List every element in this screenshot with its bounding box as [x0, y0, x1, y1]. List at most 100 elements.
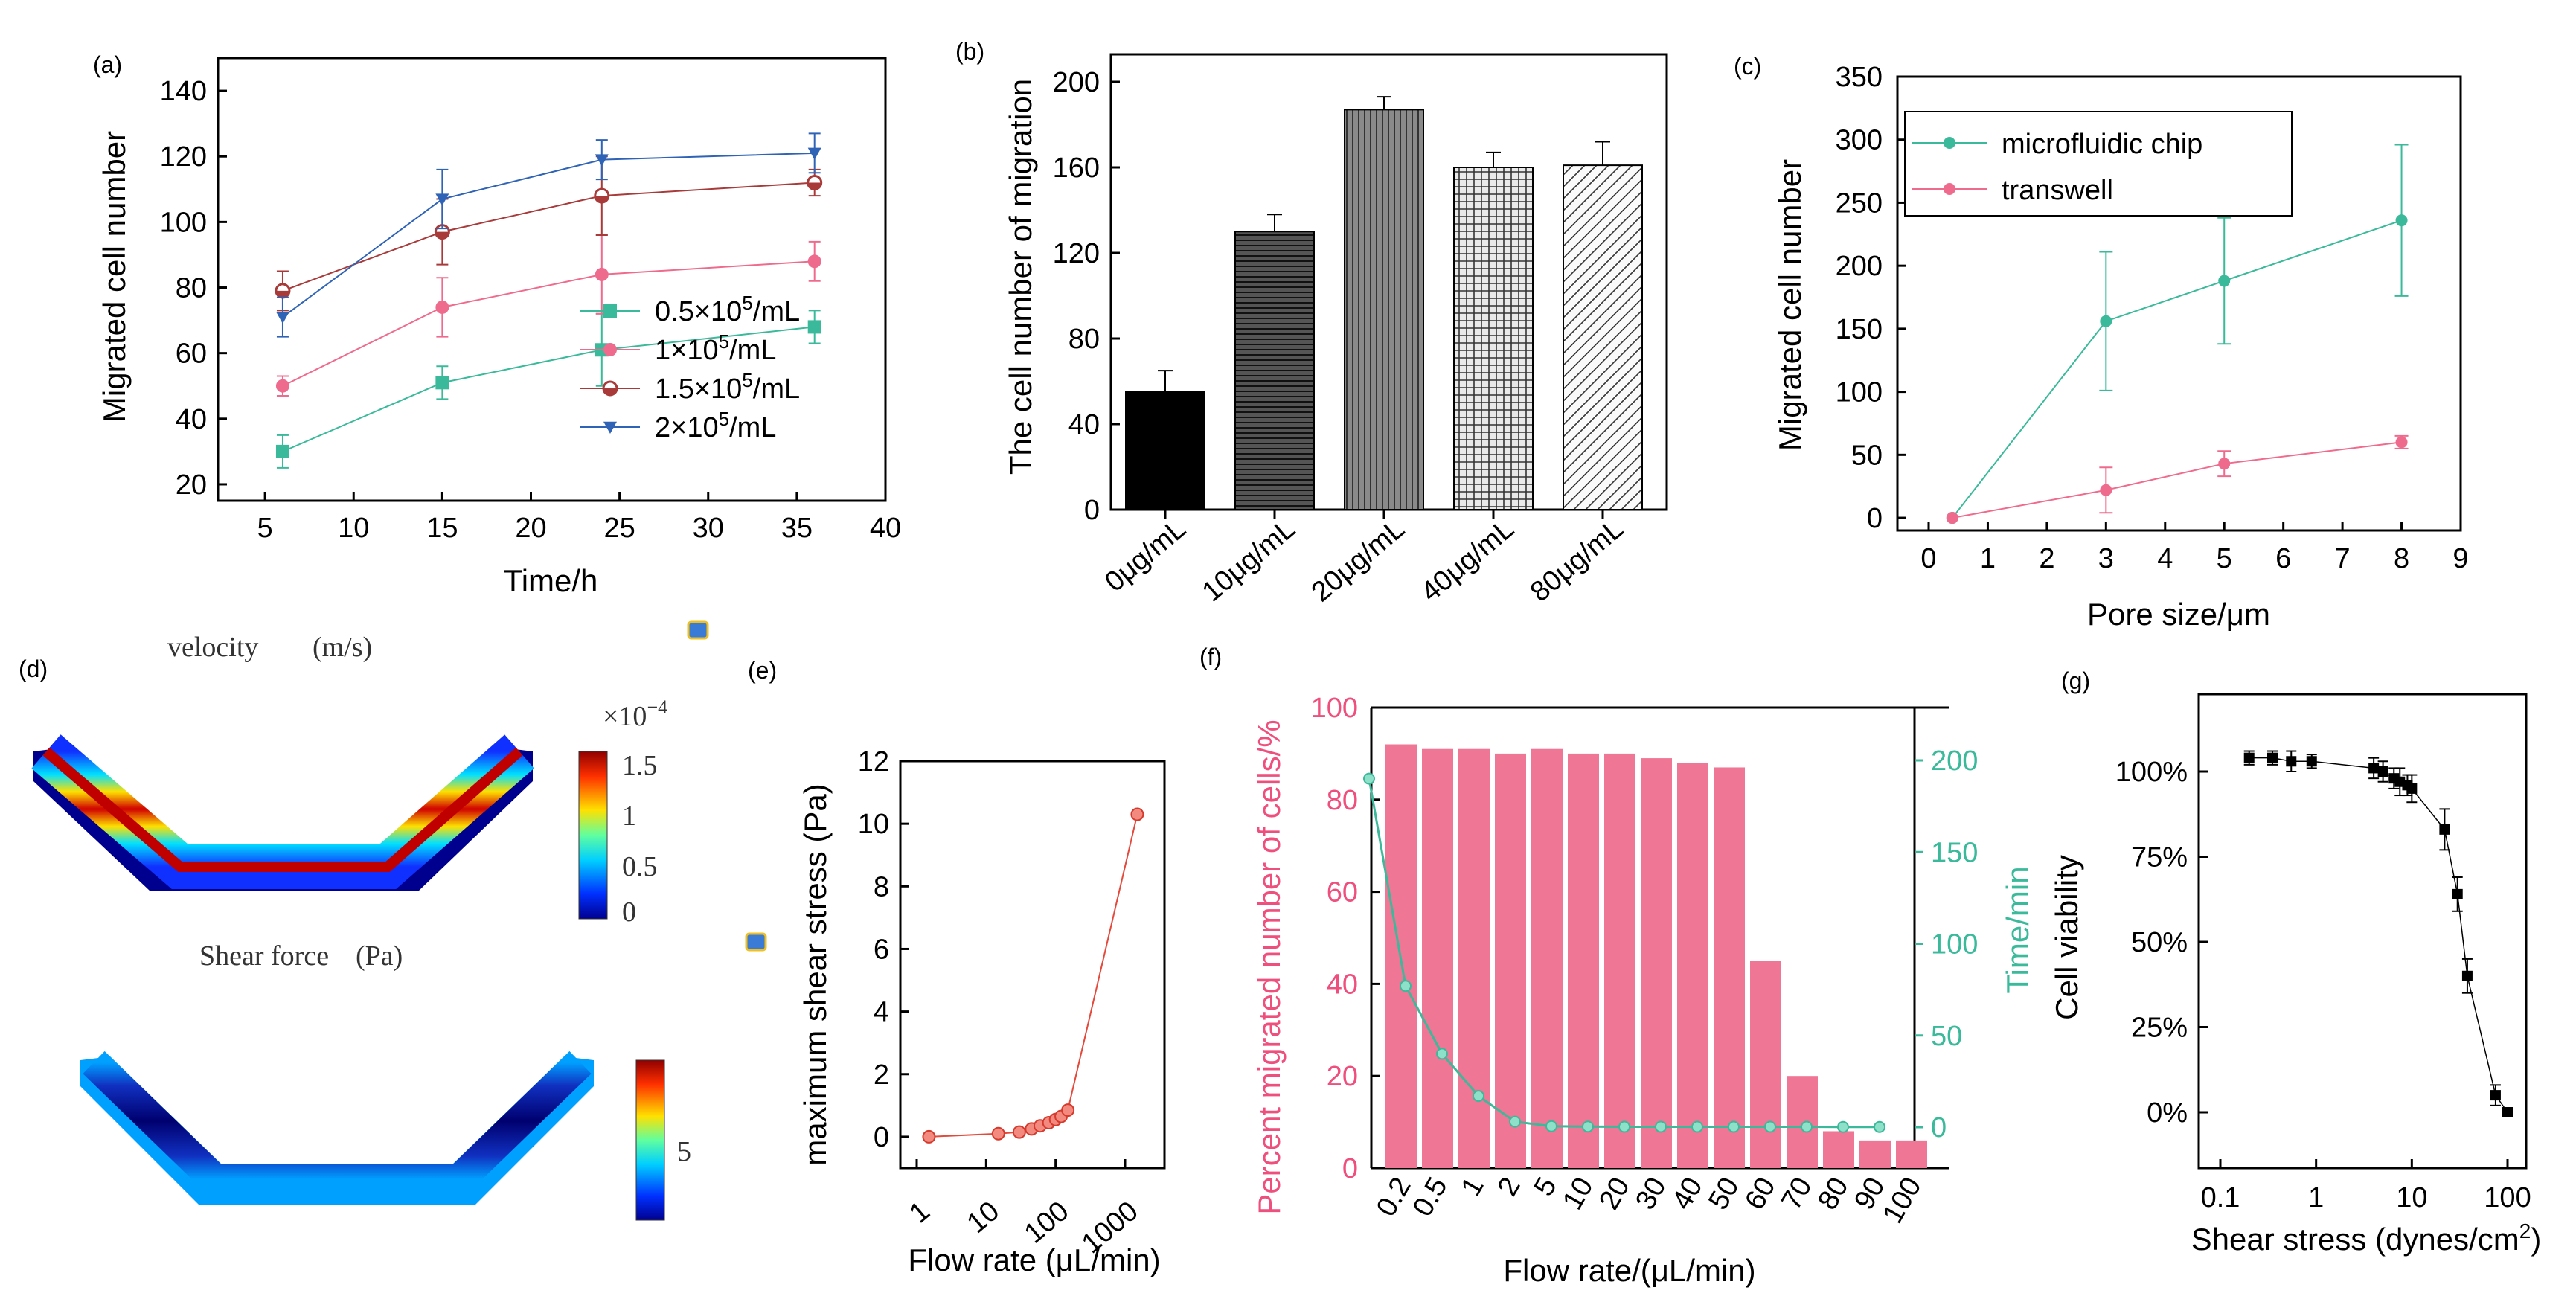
panel-c-ytick-label: 250 — [1836, 187, 1883, 219]
panel-a-legend-label: 1×105/mL — [655, 330, 776, 366]
panel-f-bar — [1531, 748, 1563, 1168]
panel-g-point — [2286, 756, 2297, 767]
panel-f-ytick-label: 40 — [1327, 969, 1358, 1000]
panel-b-xtick-label: 40μg/mL — [1415, 513, 1520, 609]
velocity-unit: (m/s) — [313, 632, 372, 663]
panel-a-legend-label: 0.5×105/mL — [655, 292, 800, 327]
panel-f-xtick-label: 40 — [1666, 1173, 1709, 1216]
panel-f-time-point — [1764, 1120, 1776, 1133]
panel-g-point — [2439, 824, 2450, 835]
panel-g-ytick-label: 100% — [2115, 757, 2188, 788]
panel-e-ylabel: maximum shear stress (Pa) — [798, 783, 833, 1165]
panel-f-label: (f) — [1199, 644, 1222, 670]
panel-f-time-point — [1728, 1120, 1740, 1133]
panel-e-xtick-label: 10 — [961, 1196, 1005, 1240]
panel-c-xtick-label: 0 — [1920, 543, 1936, 574]
panel-f-bar — [1677, 763, 1708, 1168]
panel-c-point — [2218, 275, 2231, 287]
legend-base: 1×10 — [655, 335, 719, 366]
panel-d: (d) velocity (m/s) ×10−4 1.5 1 0.5 0 Shear … — [19, 620, 767, 1221]
panel-g-xlabel-text: Shear stress (dynes/cm — [2191, 1222, 2519, 1257]
panel-b-ylabel: The cell number of migration — [1003, 79, 1038, 475]
panel-g-xlabel: Shear stress (dynes/cm2) — [2191, 1219, 2542, 1257]
panel-a-point — [595, 154, 609, 167]
panel-a-ytick-label: 20 — [176, 469, 207, 501]
panel-f-xtick-label: 80 — [1812, 1173, 1855, 1216]
panel-d-label: (d) — [19, 655, 48, 682]
panel-g-point — [2267, 752, 2278, 763]
panel-a-point-fill — [435, 231, 449, 239]
shear-unit: (Pa) — [356, 940, 403, 972]
panel-c-point — [2218, 458, 2231, 470]
panel-f-ytick-label: 100 — [1311, 693, 1358, 724]
panel-a-point — [807, 320, 821, 334]
panel-a-legend-label: 2×105/mL — [655, 408, 776, 443]
panel-c-line-0 — [1951, 219, 2402, 519]
panel-f-time-point — [1509, 1115, 1521, 1128]
legend-unit: /mL — [729, 412, 776, 443]
legend-base: 0.5×10 — [655, 296, 742, 327]
panel-g-point — [2368, 763, 2380, 774]
panel-f-time-curve — [1363, 772, 1885, 1133]
panel-c-xtick-label: 7 — [2335, 543, 2351, 574]
panel-a-label: (a) — [93, 51, 122, 78]
panel-f-y2tick-label: 0 — [1931, 1112, 1947, 1144]
panel-c-legend-box — [1904, 111, 2293, 217]
velocity-title: velocity — [167, 632, 258, 663]
panel-b-ytick-label: 40 — [1068, 409, 1100, 440]
panel-e-ytick-label: 10 — [858, 809, 889, 840]
panel-b-xtick-label: 20μg/mL — [1306, 513, 1411, 609]
panel-a-point — [435, 376, 449, 390]
panel-f-time-point — [1655, 1120, 1667, 1133]
panel-a-line-0 — [282, 326, 815, 452]
panel-a-ylabel: Migrated cell number — [97, 131, 132, 423]
panel-e-ytick-label: 4 — [874, 997, 889, 1028]
panel-f-bar — [1750, 961, 1781, 1168]
panel-f-xtick-label: 0.5 — [1407, 1173, 1454, 1222]
panel-f-ylabel: Percent migrated number of cells/% — [1252, 719, 1287, 1214]
panel-a-point-fill — [595, 196, 609, 203]
velocity-colorbar-ticks: 1.5 1 0.5 0 — [622, 750, 658, 928]
panel-g-ylabel: Cell viability — [2049, 855, 2084, 1020]
panel-g-point — [2452, 888, 2463, 899]
legend-unit: /mL — [729, 335, 776, 366]
panel-a-point-fill — [807, 182, 821, 190]
panel-c-xtick-label: 5 — [2217, 543, 2232, 574]
panel-f-time-point — [1874, 1120, 1885, 1133]
panel-f-xtick-label: 10 — [1557, 1173, 1600, 1216]
panel-c-legend-marker — [1944, 137, 1955, 149]
legend-sup: 5 — [719, 330, 729, 353]
panel-f-xtick-label: 20 — [1593, 1173, 1636, 1216]
velocity-colorbar — [578, 751, 608, 920]
panel-c-xtick-label: 9 — [2452, 543, 2468, 574]
panel-c-legend-marker — [1944, 183, 1955, 195]
panel-c-ytick-label: 300 — [1836, 125, 1883, 156]
panel-e-xtick-label: 100 — [1019, 1196, 1075, 1250]
panel-f-xtick-label: 0.2 — [1371, 1173, 1417, 1222]
panel-f-bar — [1714, 767, 1745, 1168]
panel-c-ytick-label: 100 — [1836, 377, 1883, 408]
panel-c-ticks: 0 1 2 3 4 5 6 7 8 9 0 50 100 150 200 250 300 350 — [1836, 62, 2469, 574]
panel-f-bar — [1495, 753, 1526, 1168]
panel-f-ytick-label: 0 — [1342, 1153, 1358, 1184]
panel-a-legend-label: 1.5×105/mL — [655, 369, 800, 405]
panel-g-xtick-label: 0.1 — [2201, 1182, 2240, 1213]
panel-g-point — [2243, 752, 2255, 763]
panel-a-legend-marker — [603, 343, 617, 356]
panel-f-y2tick-label: 100 — [1931, 929, 1978, 961]
panel-e-point — [1130, 807, 1144, 821]
panel-a-line-1 — [282, 260, 815, 387]
panel-g-frame — [2197, 693, 2528, 1170]
panel-c-line-1 — [1952, 441, 2402, 519]
panel-c: (c) 0 1 2 3 4 5 6 7 8 9 0 50 100 150 200 250 300 350 Pore… — [1734, 53, 2469, 632]
panel-a-xtick-label: 5 — [257, 513, 273, 544]
panel-a-point — [275, 444, 289, 458]
panel-a-point-fill — [275, 290, 289, 298]
legend-unit: /mL — [753, 373, 800, 405]
panel-e-label: (e) — [748, 657, 777, 684]
panel-a: (a) 5 10 15 20 25 30 35 40 20 40 60 80 100 120 140 Tim… — [93, 51, 901, 598]
velocity-scale-exponent: −4 — [647, 696, 667, 718]
panel-f-xtick-label: 60 — [1739, 1173, 1782, 1216]
panel-g-series — [2243, 750, 2513, 1117]
